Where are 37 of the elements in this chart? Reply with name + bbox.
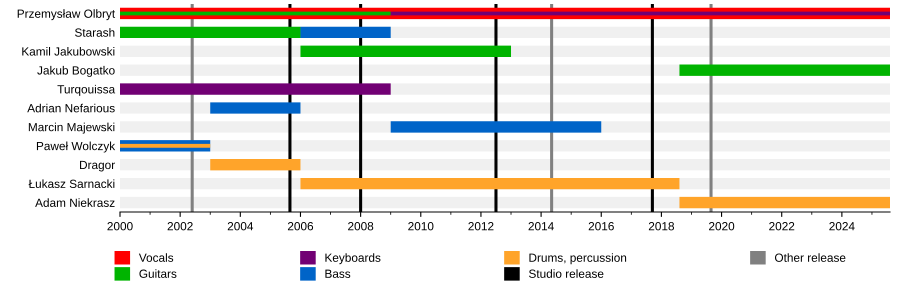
bar [300,26,391,38]
x-tick-label: 2002 [168,222,193,230]
x-tick-label: 2020 [709,222,734,230]
x-tick-label: 2018 [648,222,674,230]
x-tick-label: 2012 [468,222,494,230]
x-tick-label: 2006 [288,222,314,230]
bar [390,121,602,133]
y-tick-label: Łukasz Sarnacki [28,179,114,188]
legend-label: Guitars [139,269,176,278]
y-tick-label: Jakub Bogatko [37,66,115,77]
y-tick-label: Kamil Jakubowski [22,46,114,56]
x-tick-label: 2004 [228,222,254,230]
y-tick-label: Przemysław Olbryt [18,9,116,20]
y-tick-label: Starash [74,28,114,37]
bar [300,46,512,57]
bar [210,159,300,170]
x-tick-label: 2010 [408,222,434,230]
bar [210,102,300,114]
y-tick-label: Adrian Nefarious [27,104,115,112]
legend-label: Bass [325,270,350,278]
legend-label: Vocals [138,253,174,262]
x-tick-label: 2024 [829,222,855,230]
x-tick-label: 2000 [107,222,133,230]
legend-label: Other release [774,253,846,262]
legend-label: Drums, percussion [529,253,626,264]
legend-label: Keyboards [325,253,380,264]
y-tick-label: Dragor [80,160,115,172]
y-tick-label: Turqouissa [57,84,116,96]
x-tick-label: 2016 [588,222,614,230]
x-tick-label: 2022 [769,222,794,230]
y-tick-label: Paweł Wolczyk [36,142,116,153]
legend-label: Studio release [528,269,604,278]
x-tick-label: 2008 [348,222,374,230]
bar [120,26,300,38]
x-tick-label: 2014 [528,222,554,230]
y-tick-label: Adam Niekrasz [35,198,115,207]
y-tick-label: Marcin Majewski [28,122,114,134]
